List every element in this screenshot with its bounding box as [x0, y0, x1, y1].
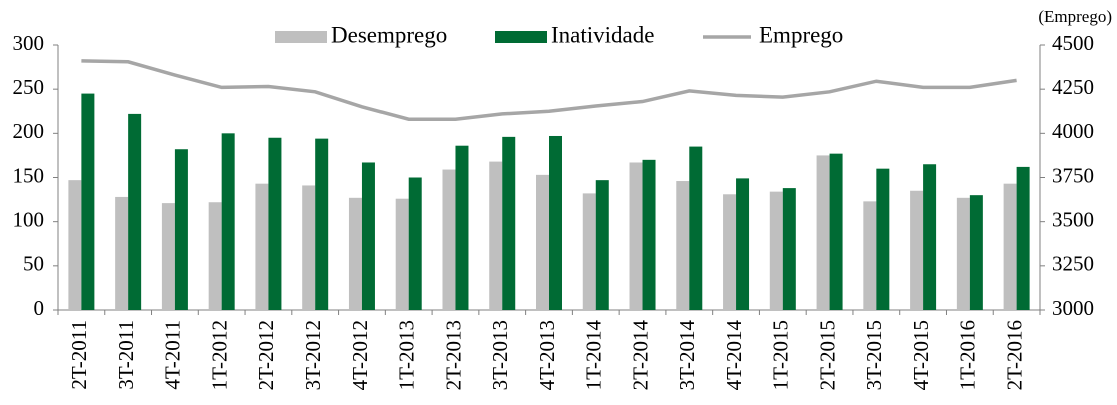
bar — [348, 197, 362, 310]
bar — [969, 195, 983, 310]
x-tick-label: 2T-2015 — [815, 320, 839, 390]
bar — [923, 164, 937, 310]
bar — [642, 159, 656, 310]
legend-swatch — [495, 31, 547, 43]
y-tick-label: 250 — [13, 75, 45, 99]
bar — [1003, 183, 1017, 310]
x-tick-label: 1T-2016 — [956, 320, 980, 390]
legend-label: Inatividade — [551, 22, 654, 47]
x-tick-label: 4T-2014 — [722, 320, 746, 391]
bar — [442, 169, 456, 310]
x-tick-label: 3T-2012 — [301, 320, 325, 390]
x-tick-label: 4T-2013 — [535, 320, 559, 390]
bar — [361, 162, 375, 310]
y2-tick-label: 4500 — [1052, 31, 1094, 55]
legend-swatch — [275, 31, 327, 43]
y2-tick-label: 4000 — [1052, 119, 1094, 143]
bar — [782, 188, 796, 310]
x-tick-label: 2T-2012 — [254, 320, 278, 390]
bar — [502, 136, 516, 310]
bar — [455, 145, 469, 310]
bar — [128, 113, 142, 311]
bar — [829, 153, 843, 310]
x-tick-label: 3T-2015 — [862, 320, 886, 390]
y-tick-label: 150 — [13, 163, 45, 187]
x-tick-label: 2T-2011 — [67, 320, 91, 390]
y2-tick-label: 3500 — [1052, 207, 1094, 231]
bar — [956, 197, 970, 310]
x-tick-label: 1T-2013 — [395, 320, 419, 390]
bar — [769, 191, 783, 310]
bar — [689, 146, 703, 310]
x-tick-label: 1T-2012 — [207, 320, 231, 390]
bar — [536, 174, 549, 310]
bar — [81, 93, 95, 310]
bar — [549, 135, 562, 310]
y-tick-label: 0 — [34, 296, 45, 320]
bar — [595, 180, 609, 310]
x-tick-label: 3T-2014 — [675, 320, 699, 391]
bar — [736, 178, 750, 310]
legend-label: Desemprego — [331, 22, 447, 47]
y2-tick-label: 3000 — [1052, 296, 1094, 320]
bar — [910, 190, 924, 310]
bar — [629, 162, 643, 310]
line — [81, 59, 1017, 121]
y2-tick-label: 3750 — [1052, 163, 1094, 187]
x-tick-label: 4T-2015 — [909, 320, 933, 390]
bar — [489, 161, 503, 310]
bar — [302, 185, 316, 310]
bar — [115, 196, 129, 310]
bar — [676, 181, 690, 310]
y-tick-label: 50 — [23, 252, 44, 276]
bar — [395, 198, 409, 310]
bar — [161, 203, 175, 310]
y-tick-label: 200 — [13, 119, 45, 143]
bar — [1016, 166, 1030, 310]
y2-tick-label: 3250 — [1052, 252, 1094, 276]
bar — [255, 183, 269, 310]
legend-label: Emprego — [759, 22, 843, 47]
bar — [816, 155, 830, 310]
bar — [723, 194, 737, 310]
y2-tick-label: 4250 — [1052, 75, 1094, 99]
y-tick-label: 100 — [13, 207, 45, 231]
bar — [268, 137, 282, 310]
x-tick-label: 3T-2013 — [488, 320, 512, 390]
bar — [315, 138, 329, 310]
bar — [408, 177, 422, 310]
x-tick-label: 2T-2013 — [441, 320, 465, 390]
bar — [221, 133, 235, 310]
bar — [68, 180, 82, 310]
bar — [582, 193, 596, 310]
x-tick-label: 4T-2012 — [348, 320, 372, 390]
bar — [174, 149, 188, 310]
bar — [208, 202, 222, 310]
y2-axis-label: (Emprego) — [1038, 7, 1112, 26]
x-tick-label: 4T-2011 — [161, 320, 185, 390]
bar — [876, 168, 890, 310]
x-tick-label: 3T-2011 — [114, 320, 138, 390]
y-tick-label: 300 — [13, 31, 45, 55]
x-tick-label: 2T-2016 — [1002, 320, 1026, 390]
x-tick-label: 1T-2015 — [769, 320, 793, 390]
bar — [863, 201, 877, 310]
x-tick-label: 2T-2014 — [628, 320, 652, 391]
x-tick-label: 1T-2014 — [582, 320, 606, 391]
